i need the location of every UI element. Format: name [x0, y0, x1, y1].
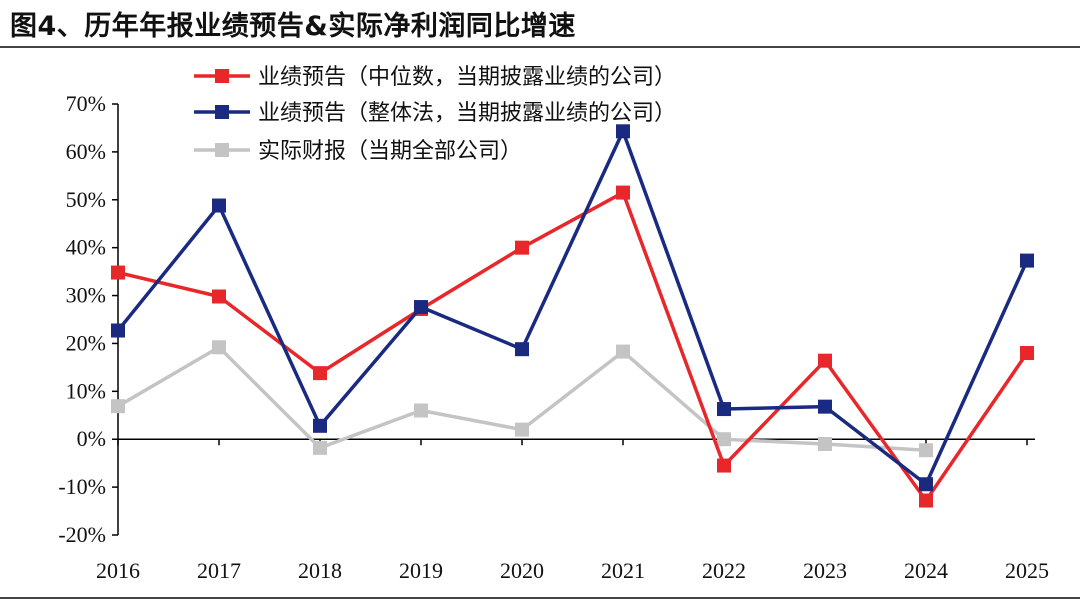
series-line [117, 190, 1029, 503]
data-point [313, 440, 327, 455]
y-tick-label: 50% [66, 187, 106, 212]
series-2 [111, 124, 1034, 492]
data-point [515, 342, 529, 357]
data-point [212, 340, 226, 355]
data-point [717, 458, 731, 473]
data-point [919, 443, 933, 458]
data-point [919, 493, 933, 508]
data-point [515, 240, 529, 255]
x-tick-label: 2016 [96, 558, 140, 583]
legend-item: 业绩预告（中位数，当期披露业绩的公司） [194, 65, 676, 90]
x-tick-label: 2023 [803, 558, 847, 583]
y-tick-label: 60% [66, 139, 106, 164]
series-layer [111, 124, 1034, 508]
data-point [111, 323, 125, 338]
x-tick-label: 2024 [904, 558, 948, 583]
series-1 [111, 185, 1034, 508]
legend-label: 实际财报（当期全部公司） [258, 139, 522, 164]
data-point [1020, 253, 1034, 268]
x-tick-label: 2022 [702, 558, 746, 583]
x-tick-label: 2025 [1005, 558, 1049, 583]
data-point [414, 403, 428, 418]
data-point [616, 344, 630, 359]
legend-marker [215, 143, 229, 157]
y-tick-label: 0% [77, 426, 106, 451]
data-point [818, 353, 832, 368]
data-point [818, 437, 832, 452]
data-point [212, 198, 226, 213]
data-point [1020, 346, 1034, 361]
legend-label: 业绩预告（中位数，当期披露业绩的公司） [258, 65, 676, 90]
y-tick-label: 40% [66, 235, 106, 260]
data-point [616, 185, 630, 200]
x-tick-label: 2018 [298, 558, 342, 583]
series-line [116, 129, 1029, 486]
y-tick-label: 30% [66, 283, 106, 308]
x-tick-label: 2019 [399, 558, 443, 583]
y-tick-label: 70% [66, 91, 106, 116]
data-point [515, 422, 529, 437]
axes-layer: -20% -10% 0% 10% 20% 30% 40% 50% 60% 70% 2016 2017 2… [58, 91, 1049, 583]
legend-label: 业绩预告（整体法，当期披露业绩的公司） [258, 101, 676, 126]
series-3 [111, 340, 933, 458]
x-tick-label: 2020 [500, 558, 544, 583]
data-point [313, 418, 327, 433]
data-point [111, 399, 125, 414]
x-tick-label: 2021 [601, 558, 645, 583]
data-point [717, 432, 731, 447]
legend-item: 实际财报（当期全部公司） [194, 139, 522, 164]
y-tick-label: 10% [66, 378, 106, 403]
legend-marker [215, 105, 229, 119]
data-point [111, 265, 125, 280]
data-point [414, 300, 428, 315]
y-tick-label: 20% [66, 330, 106, 355]
data-point [818, 399, 832, 414]
legend-item: 业绩预告（整体法，当期披露业绩的公司） [194, 101, 676, 126]
data-point [313, 366, 327, 381]
bottom-divider [0, 597, 1080, 599]
x-tick-label: 2017 [197, 558, 241, 583]
data-point [919, 477, 933, 492]
legend: 业绩预告（中位数，当期披露业绩的公司） 业绩预告（整体法，当期披露业绩的公司） 实际… [194, 65, 676, 164]
y-tick-label: -20% [58, 522, 106, 547]
figure-title: 图4、历年年报业绩预告&实际净利润同比增速 [10, 11, 576, 42]
data-point [616, 124, 630, 139]
data-point [212, 289, 226, 304]
y-tick-label: -10% [58, 474, 106, 499]
data-point [717, 402, 731, 417]
legend-marker [215, 69, 229, 83]
title-divider [0, 46, 1080, 48]
